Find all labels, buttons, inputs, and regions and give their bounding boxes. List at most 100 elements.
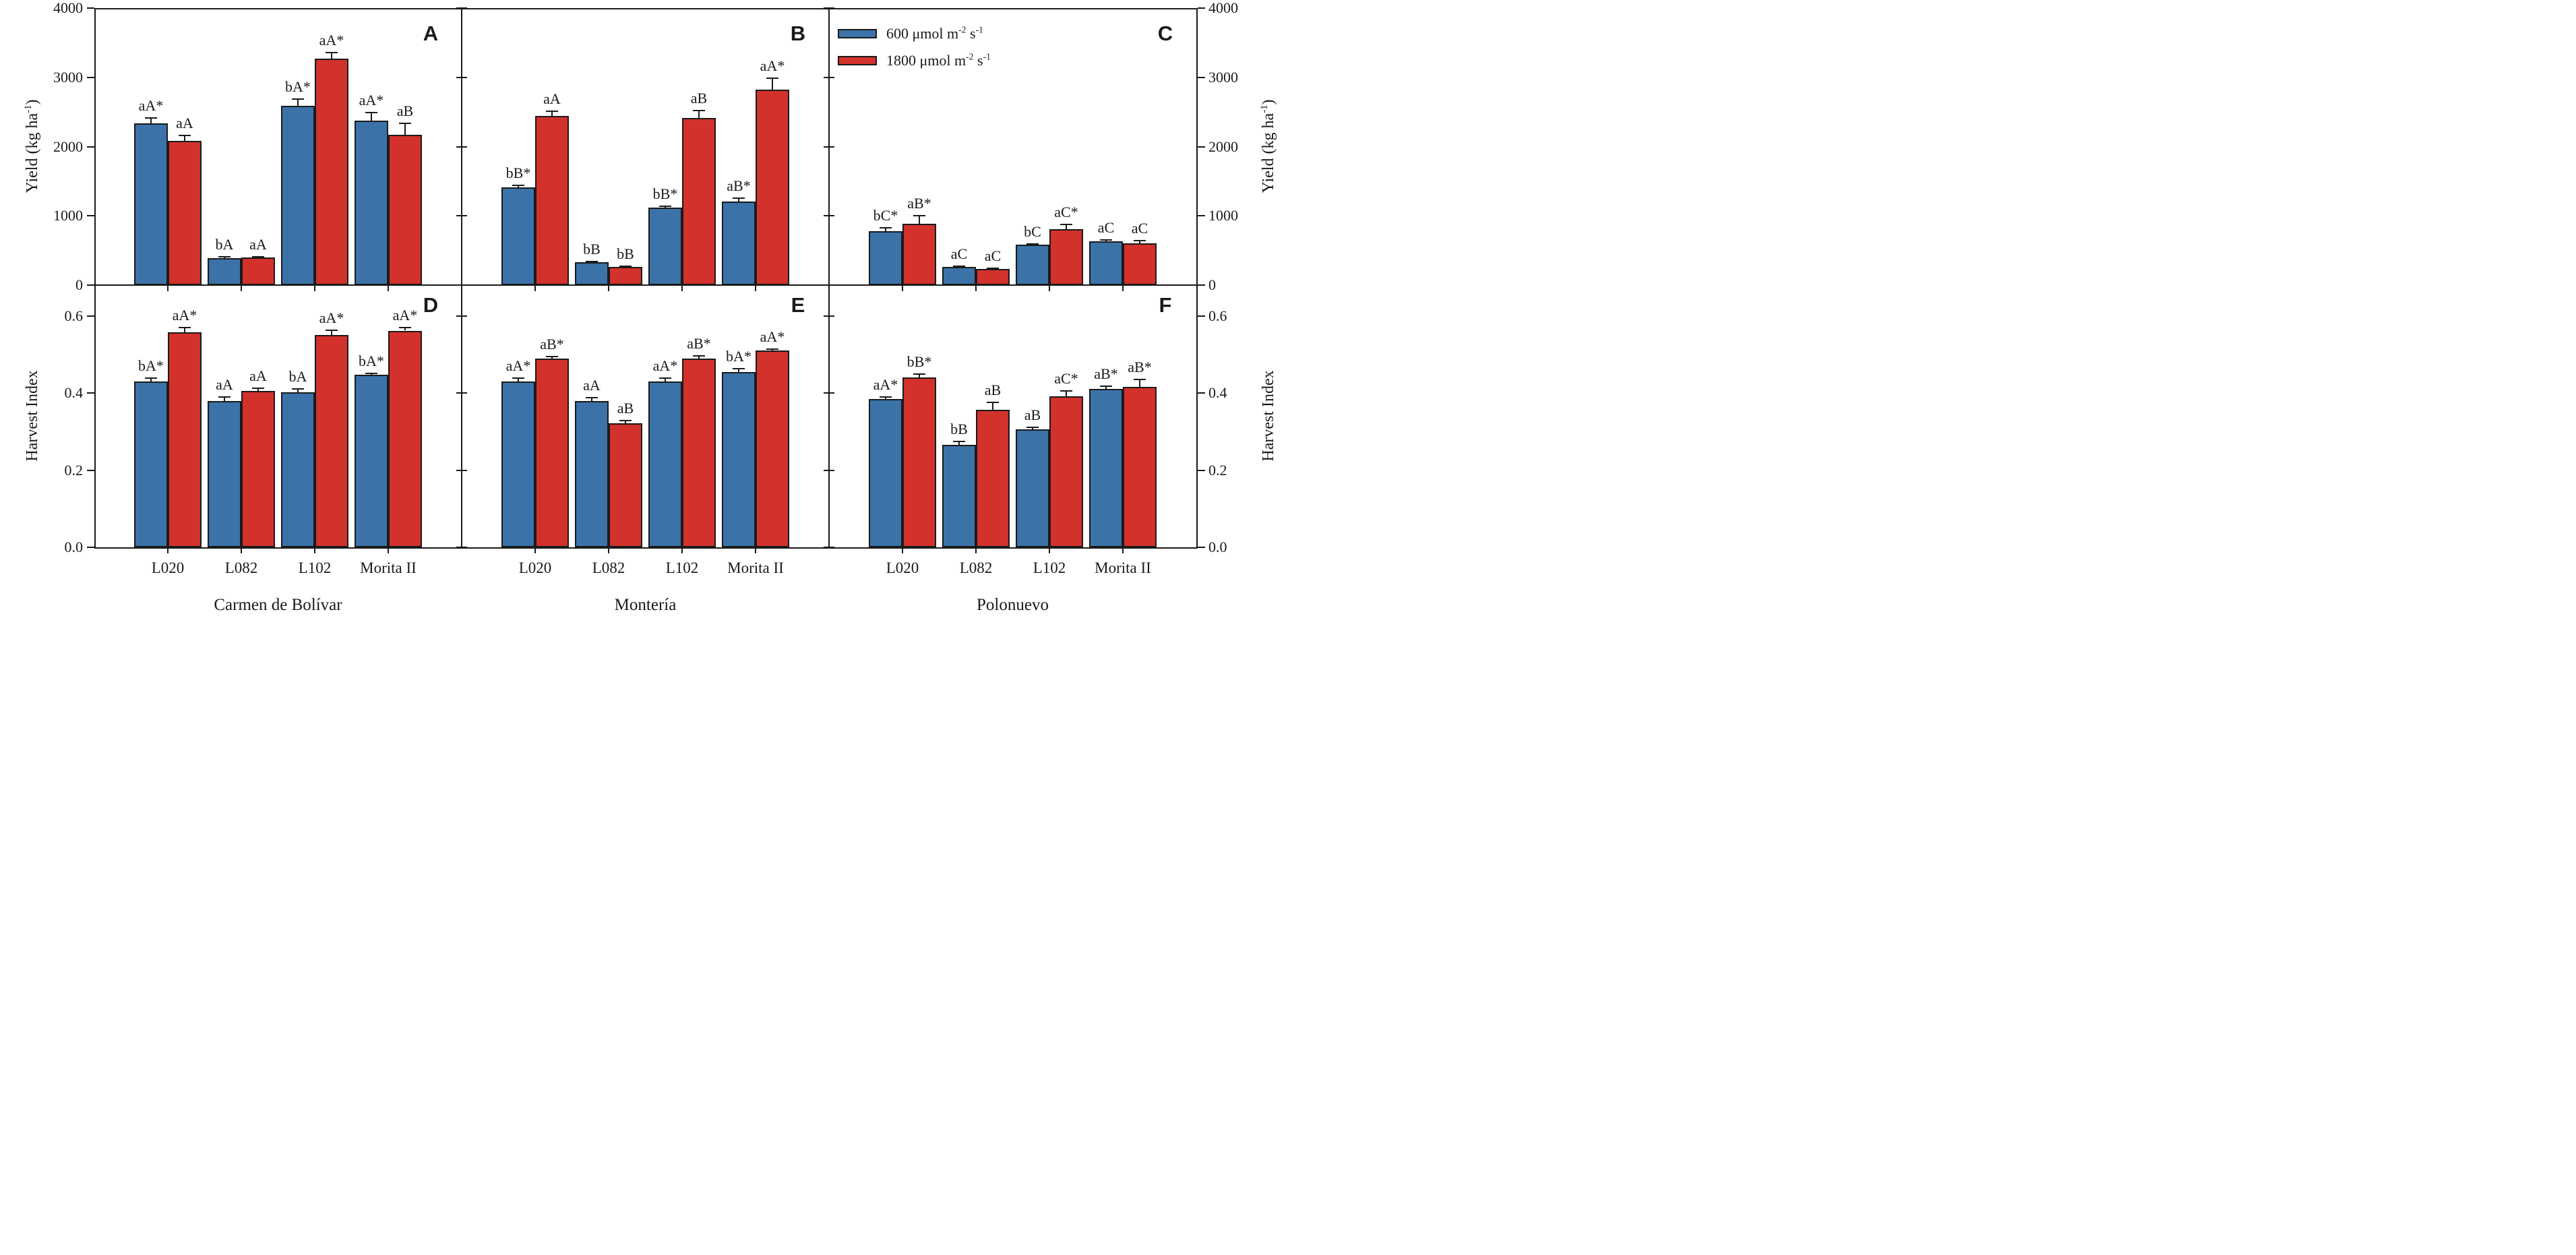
legend: 600 μmol m-2 s-1 1800 μmol m-2 s-1 [838, 20, 991, 74]
sig-label: bA* [726, 348, 752, 365]
sig-label: bA* [138, 357, 164, 375]
error-bar [1139, 240, 1140, 244]
error-bar [297, 389, 299, 393]
x-tick [241, 547, 242, 553]
error-bar [919, 216, 920, 224]
error-bar [665, 378, 666, 381]
y-tick [824, 547, 834, 548]
y-tick [87, 284, 94, 286]
error-bar-cap [145, 377, 157, 379]
sig-label: aC [950, 245, 968, 263]
sig-label: aB [690, 90, 708, 107]
error-bar-cap [399, 326, 411, 328]
sig-label: bA [215, 236, 234, 253]
panel-letter-C: C [1157, 22, 1173, 45]
y-tick [824, 392, 834, 394]
legend-swatch-600-icon [838, 29, 877, 38]
bar-E-Morita II-600 [722, 371, 756, 547]
bar-B-L102-600 [648, 207, 682, 285]
error-bar-cap [218, 396, 231, 398]
sig-label: aB* [540, 335, 564, 353]
legend-item-600: 600 μmol m-2 s-1 [838, 20, 991, 47]
bar-B-Morita II-600 [722, 201, 756, 285]
y-tick-label: 0.0 [1208, 539, 1227, 555]
sig-label: aB [617, 400, 634, 417]
error-bar [297, 98, 299, 106]
sig-label: aB* [727, 177, 751, 194]
panel-divider [828, 8, 830, 547]
error-bar-cap [1060, 390, 1072, 392]
error-bar [371, 373, 372, 375]
error-bar [738, 197, 739, 202]
x-tick [388, 285, 389, 291]
sig-label: aB* [1094, 365, 1118, 382]
error-bar-cap [586, 397, 598, 399]
y-tick-label: 0 [1208, 276, 1216, 293]
sig-label: aA* [138, 97, 164, 115]
bar-E-L020-600 [501, 381, 535, 547]
y-axis-title-harvest-left: Harvest Index [24, 370, 41, 462]
error-bar [591, 398, 592, 401]
error-bar [331, 330, 332, 335]
bar-D-L102-600 [281, 392, 315, 547]
error-bar-cap [512, 184, 524, 186]
error-bar [518, 185, 519, 188]
sig-label: aA* [652, 357, 678, 375]
sig-label: bB* [652, 185, 678, 203]
location-label: Carmen de Bolívar [214, 596, 342, 614]
y-tick [1198, 76, 1205, 78]
x-tick-label-L102: L102 [1033, 559, 1066, 576]
error-bar-cap [292, 388, 304, 390]
error-bar-cap [693, 355, 705, 357]
y-tick [87, 146, 94, 148]
x-tick [975, 285, 977, 291]
y-tick [456, 76, 467, 78]
error-bar-cap [693, 110, 705, 112]
y-tick-label: 1000 [1208, 207, 1238, 224]
y-tick-label: 0.6 [64, 307, 84, 324]
y-tick [456, 315, 467, 317]
bar-A-L082-1800 [241, 257, 275, 285]
x-tick [755, 285, 756, 291]
sig-label: aB [396, 102, 414, 119]
y-tick-label: 3000 [1208, 68, 1238, 86]
plot-frame [94, 8, 1198, 549]
x-tick [975, 547, 977, 553]
error-bar-cap [953, 441, 965, 443]
bar-E-Morita II-1800 [756, 350, 789, 547]
y-tick [1198, 547, 1205, 548]
error-bar-cap [1060, 223, 1072, 225]
y-tick-label: 0 [75, 276, 83, 293]
error-bar [184, 135, 185, 142]
bar-D-L020-600 [134, 381, 168, 547]
x-tick [755, 547, 756, 553]
error-bar-cap [1026, 243, 1039, 245]
legend-label-1800: 1800 μmol m-2 s-1 [886, 51, 991, 69]
y-tick [87, 547, 94, 548]
bar-C-L020-600 [869, 231, 902, 285]
error-bar-cap [512, 377, 524, 379]
error-bar [1105, 386, 1107, 390]
bar-C-Morita II-1800 [1123, 243, 1157, 285]
error-bar-cap [365, 373, 377, 374]
x-tick-label-L102: L102 [665, 559, 699, 576]
error-bar [1139, 379, 1140, 388]
x-tick [1049, 547, 1050, 553]
y-tick [456, 7, 467, 9]
y-tick [824, 215, 834, 217]
y-tick [456, 284, 467, 286]
error-bar [738, 369, 739, 372]
error-bar-cap [179, 135, 191, 137]
error-bar-cap [546, 111, 558, 113]
bar-D-L082-1800 [241, 390, 275, 547]
sig-label: aC* [1054, 203, 1078, 220]
x-tick-label-L082: L082 [592, 559, 625, 576]
y-tick [824, 76, 834, 78]
bar-C-L020-1800 [902, 223, 936, 285]
error-bar [885, 397, 886, 399]
error-bar [184, 327, 185, 332]
error-bar [150, 118, 152, 123]
x-tick [1049, 285, 1050, 291]
panel-divider [461, 8, 462, 547]
y-tick-label: 0.6 [1208, 307, 1227, 324]
